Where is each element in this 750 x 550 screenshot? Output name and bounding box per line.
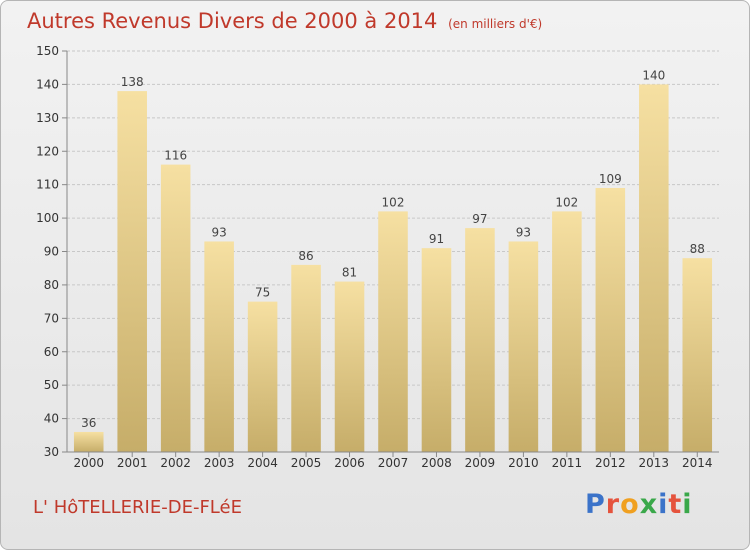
bar — [465, 228, 495, 452]
bar — [421, 248, 452, 452]
x-tick-label: 2004 — [247, 456, 278, 470]
data-label: 86 — [298, 249, 313, 263]
data-label: 93 — [516, 225, 531, 239]
place-name: L' HôTELLERIE-DE-FLéE — [33, 497, 242, 518]
brand-letter: x — [639, 489, 659, 520]
x-tick-label: 2002 — [160, 456, 191, 470]
x-tick-label: 2001 — [117, 456, 148, 470]
y-tick-label: 30 — [44, 445, 59, 459]
bar — [682, 258, 713, 452]
data-label: 102 — [555, 195, 578, 209]
y-tick-label: 130 — [36, 111, 59, 125]
brand-letter: o — [620, 489, 640, 520]
x-tick-label: 2009 — [465, 456, 496, 470]
bar — [595, 188, 626, 452]
y-tick-label: 60 — [44, 345, 59, 359]
brand-letter: t — [668, 489, 683, 520]
brand-letter: i — [682, 489, 693, 520]
y-tick-label: 150 — [36, 44, 59, 58]
y-tick-label: 140 — [36, 77, 59, 91]
data-label: 88 — [690, 242, 705, 256]
data-label: 91 — [429, 232, 444, 246]
data-label: 116 — [164, 149, 187, 163]
data-label: 102 — [382, 195, 405, 209]
bar — [508, 241, 539, 452]
bar — [552, 211, 582, 452]
bar — [291, 264, 321, 452]
data-labels: 36 138 116 93 75 86 81 102 91 97 93 102 109 140 88 — [81, 68, 705, 430]
bar — [117, 91, 147, 452]
chart-title: Autres Revenus Divers de 2000 à 2014 (en… — [27, 9, 542, 33]
bar — [247, 301, 278, 452]
title-unit: (en milliers d'€) — [448, 17, 543, 31]
data-label: 81 — [342, 266, 357, 280]
bar — [73, 431, 104, 452]
axes: 30 40 50 60 70 80 90 100 110 120 130 140 150 2000 2001… — [36, 44, 719, 470]
y-tick-label: 80 — [44, 278, 59, 292]
brand-letter: P — [585, 489, 606, 520]
x-tick-label: 2000 — [73, 456, 104, 470]
bars — [73, 84, 713, 453]
x-tick-label: 2010 — [508, 456, 539, 470]
data-label: 138 — [121, 75, 144, 89]
x-tick-label: 2014 — [682, 456, 713, 470]
y-tick-label: 50 — [44, 378, 59, 392]
bar — [160, 164, 191, 452]
x-tick-label: 2006 — [334, 456, 365, 470]
title-text: Autres Revenus Divers de 2000 à 2014 — [27, 9, 438, 33]
y-tick-label: 70 — [44, 311, 59, 325]
data-label: 93 — [211, 225, 226, 239]
x-tick-label: 2013 — [639, 456, 670, 470]
data-label: 36 — [81, 416, 96, 430]
brand-letter: i — [658, 489, 669, 520]
data-label: 140 — [642, 68, 665, 82]
data-label: 75 — [255, 286, 270, 300]
x-tick-label: 2012 — [595, 456, 626, 470]
x-tick-label: 2005 — [291, 456, 322, 470]
y-tick-label: 100 — [36, 211, 59, 225]
bar — [204, 241, 234, 452]
bar — [378, 211, 408, 452]
bar — [639, 84, 669, 453]
data-label: 97 — [472, 212, 487, 226]
y-tick-label: 40 — [44, 412, 59, 426]
data-label: 109 — [599, 172, 622, 186]
y-tick-label: 120 — [36, 144, 59, 158]
bar — [334, 281, 365, 452]
x-tick-label: 2007 — [378, 456, 409, 470]
proxiti-logo[interactable]: Proxiti — [585, 489, 693, 520]
y-tick-label: 110 — [36, 178, 59, 192]
brand-letter: r — [605, 489, 621, 520]
x-tick-label: 2008 — [421, 456, 452, 470]
y-tick-label: 90 — [44, 245, 59, 259]
x-tick-label: 2003 — [204, 456, 235, 470]
x-tick-label: 2011 — [552, 456, 583, 470]
